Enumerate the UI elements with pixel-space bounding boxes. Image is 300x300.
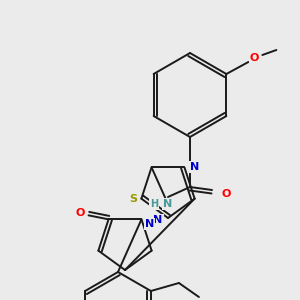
Text: H: H [150, 199, 158, 209]
Text: O: O [76, 208, 85, 218]
Text: N: N [145, 219, 154, 229]
Text: N: N [164, 199, 172, 209]
Text: N: N [190, 162, 199, 172]
Text: O: O [250, 53, 259, 63]
Text: S: S [129, 194, 137, 204]
Text: N: N [153, 215, 163, 225]
Text: O: O [221, 189, 231, 199]
